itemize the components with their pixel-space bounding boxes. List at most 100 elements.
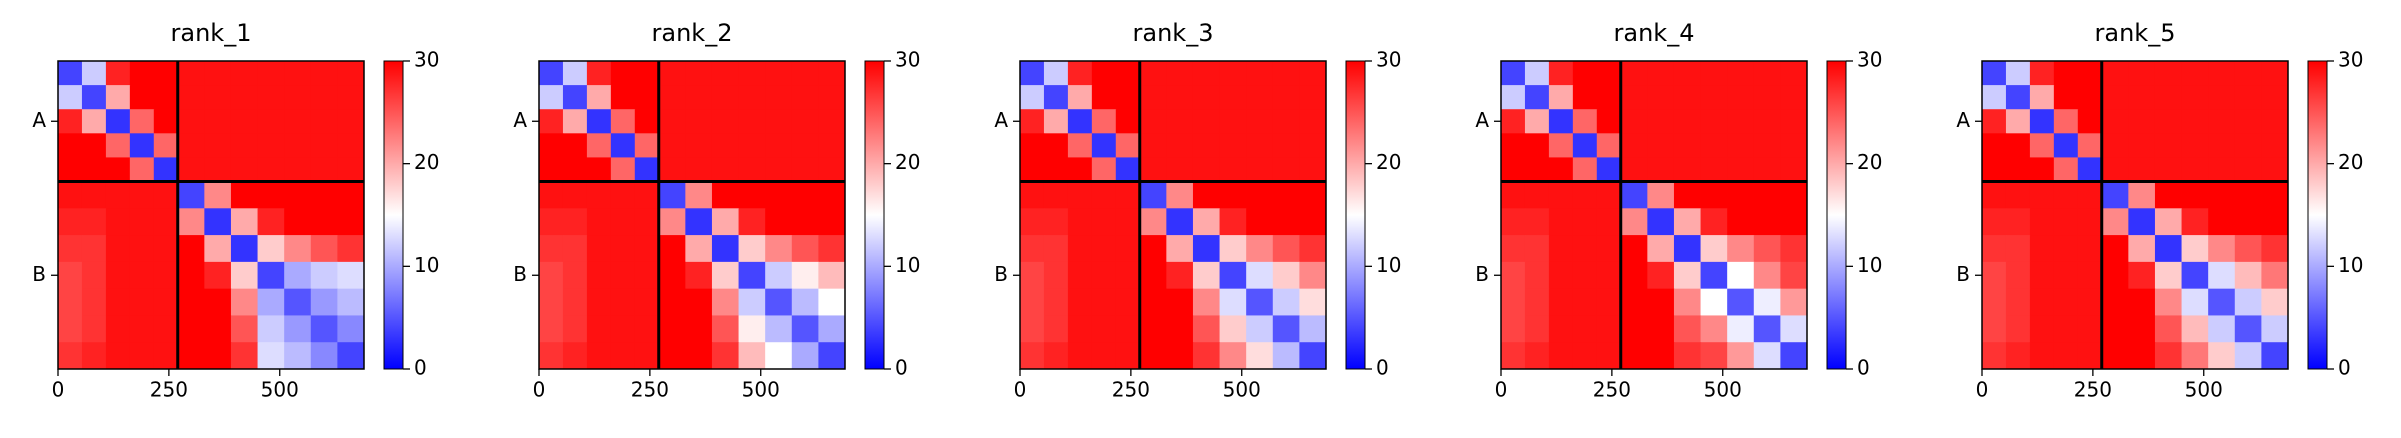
heatmap-cell <box>1780 342 1808 370</box>
heatmap-cell <box>1673 208 1702 236</box>
heatmap-cell <box>1219 235 1247 263</box>
heatmap-cell <box>257 261 285 290</box>
y-tick-label: A <box>32 108 46 132</box>
heatmap-cell <box>1139 288 1167 316</box>
heatmap-cell <box>562 61 588 86</box>
heatmap-cell <box>1620 109 1648 134</box>
heatmap-cell <box>1192 288 1221 316</box>
heatmap-cell <box>1219 157 1247 183</box>
colorbar-tick-label: 30 <box>1376 48 1401 72</box>
heatmap-cell <box>2077 61 2103 86</box>
panel-title: rank_5 <box>2095 19 2176 47</box>
heatmap-cell <box>1524 109 1550 134</box>
heatmap-cell <box>2154 208 2183 236</box>
heatmap-cell <box>1091 208 1117 236</box>
heatmap-cell <box>1115 61 1141 86</box>
heatmap-cell <box>177 261 205 290</box>
heatmap-cell <box>1091 342 1117 370</box>
heatmap-cell <box>1501 157 1526 183</box>
heatmap-cell <box>1192 109 1221 134</box>
heatmap-cell <box>2029 288 2055 316</box>
heatmap-cell <box>634 235 660 263</box>
heatmap-cell <box>685 181 713 209</box>
heatmap-cell <box>1596 235 1622 263</box>
heatmap-cell <box>1115 315 1141 343</box>
heatmap-cell <box>129 181 155 209</box>
heatmap-cell <box>610 133 636 158</box>
heatmap-cell <box>1043 157 1069 183</box>
heatmap-cell <box>1166 133 1194 158</box>
heatmap-cell <box>1115 109 1141 134</box>
heatmap-cell <box>2154 235 2183 263</box>
heatmap-cell <box>539 181 564 209</box>
heatmap-cell <box>1043 133 1069 158</box>
heatmap-cell <box>81 208 107 236</box>
heatmap-cell <box>177 61 205 86</box>
heatmap-cell <box>105 157 131 183</box>
heatmap-cell <box>610 342 636 370</box>
heatmap-cell <box>1272 109 1300 134</box>
heatmap-cell <box>1753 157 1781 183</box>
heatmap-cell <box>2077 208 2103 236</box>
heatmap-cell <box>1501 181 1526 209</box>
heatmap-cell <box>634 109 660 134</box>
heatmap-cell <box>204 109 232 134</box>
heatmap-cell <box>1067 85 1093 110</box>
heatmap-cell <box>1043 208 1069 236</box>
heatmap-cell <box>58 208 83 236</box>
heatmap-cell <box>1020 342 1045 370</box>
heatmap-cell <box>1780 261 1808 290</box>
heatmap-cell <box>2101 181 2129 209</box>
heatmap-cell <box>257 133 285 158</box>
heatmap-cell <box>1192 157 1221 183</box>
heatmap-cell <box>685 85 713 110</box>
y-tick-label: A <box>1475 108 1489 132</box>
heatmap-cell <box>738 235 766 263</box>
heatmap-cell <box>1166 157 1194 183</box>
heatmap-cell <box>2005 315 2031 343</box>
heatmap-cell <box>765 61 793 86</box>
heatmap-cell <box>586 61 612 86</box>
heatmap-cell <box>204 157 232 183</box>
heatmap-cell <box>610 235 636 263</box>
colorbar-tick-label: 30 <box>414 48 439 72</box>
heatmap-cell <box>658 181 686 209</box>
heatmap-cell <box>818 288 846 316</box>
heatmap-cell <box>204 181 232 209</box>
heatmap-cell <box>58 288 83 316</box>
heatmap-cell <box>2053 157 2079 183</box>
heatmap-cell <box>610 288 636 316</box>
heatmap-cell <box>818 133 846 158</box>
heatmap-cell <box>1299 61 1327 86</box>
heatmap-cell <box>2128 133 2156 158</box>
heatmap-cell <box>685 133 713 158</box>
heatmap-cell <box>1548 133 1574 158</box>
heatmap-cell <box>2128 288 2156 316</box>
heatmap-cell <box>1700 261 1728 290</box>
heatmap-cell <box>1673 261 1702 290</box>
heatmap-cell <box>1272 235 1300 263</box>
heatmap-cell <box>204 315 232 343</box>
heatmap-cell <box>2053 342 2079 370</box>
heatmap-cell <box>1139 261 1167 290</box>
heatmap-cell <box>791 109 819 134</box>
heatmap-cell <box>1673 85 1702 110</box>
heatmap-cell <box>1982 181 2007 209</box>
heatmap-cell <box>685 208 713 236</box>
heatmap-cell <box>177 85 205 110</box>
heatmap-cell <box>1272 342 1300 370</box>
heatmap-cell <box>1139 157 1167 183</box>
heatmap-cell <box>2077 109 2103 134</box>
heatmap-cell <box>2101 208 2129 236</box>
heatmap-cell <box>1067 342 1093 370</box>
heatmap-cell <box>337 181 365 209</box>
heatmap-cell <box>1753 288 1781 316</box>
heatmap-cell <box>711 315 740 343</box>
heatmap-cell <box>1139 133 1167 158</box>
heatmap-cell <box>1572 315 1598 343</box>
heatmap-cell <box>685 157 713 183</box>
heatmap-cell <box>1982 261 2007 290</box>
heatmap-cell <box>257 109 285 134</box>
heatmap-cell <box>2101 342 2129 370</box>
